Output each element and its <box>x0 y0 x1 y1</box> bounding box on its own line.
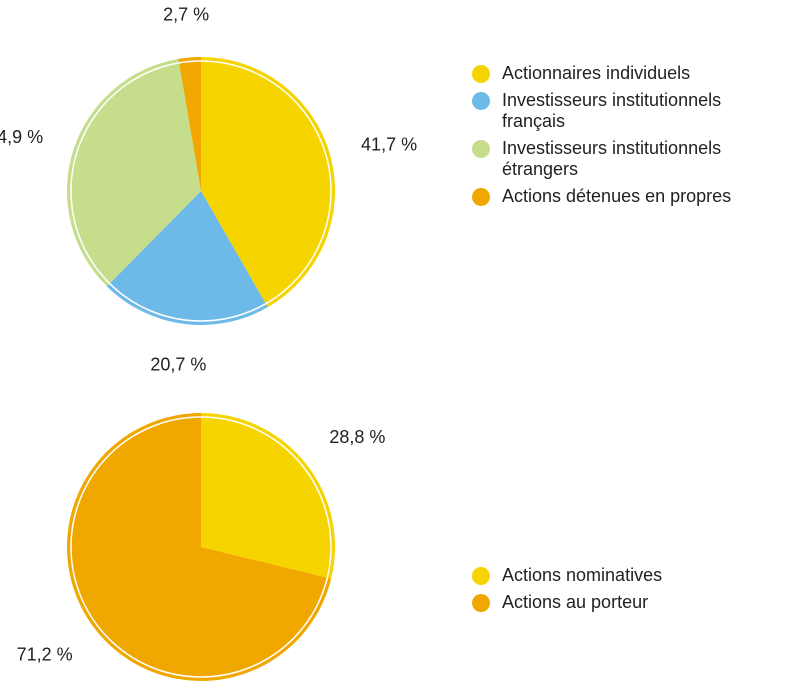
legend: Actionnaires individuels Investisseurs in… <box>472 63 731 213</box>
legend-label: Actions au porteur <box>502 592 649 612</box>
legend-item: Investisseurs institutionnels étrangers <box>472 138 731 180</box>
legend-label: Actions détenues en propres <box>502 186 732 206</box>
legend-swatch <box>472 567 490 585</box>
legend: Actions nominatives Actions au porteur <box>472 565 662 619</box>
legend-label: Investisseurs institutionnels étrangers <box>502 138 722 179</box>
legend-swatch <box>472 188 490 206</box>
legend-swatch <box>472 140 490 158</box>
slice-label: 20,7 % <box>150 354 206 374</box>
pie-slice <box>66 413 332 681</box>
pie-slice <box>178 57 201 191</box>
legend-item: Actions détenues en propres <box>472 186 731 207</box>
slice-label: 71,2 % <box>17 644 73 664</box>
slice-label: 28,8 % <box>329 427 385 447</box>
legend-label: Investisseurs institutionnels français <box>502 90 722 131</box>
slice-label: 2,7 % <box>163 4 209 24</box>
legend-swatch <box>472 65 490 83</box>
legend-item: Investisseurs institutionnels français <box>472 90 731 132</box>
pie-slice <box>66 58 202 287</box>
legend-label: Actions nominatives <box>502 565 663 585</box>
legend-label: Actionnaires individuels <box>502 63 691 83</box>
pie-slice <box>106 191 268 325</box>
pie-slice <box>201 57 335 308</box>
legend-item: Actions nominatives <box>472 565 662 586</box>
pie-slice <box>201 413 335 579</box>
pie-rim <box>70 416 332 678</box>
legend-swatch <box>472 594 490 612</box>
slice-label: 41,7 % <box>361 134 417 154</box>
legend-swatch <box>472 92 490 110</box>
legend-item: Actionnaires individuels <box>472 63 731 84</box>
legend-item: Actions au porteur <box>472 592 662 613</box>
pie-rim <box>70 60 332 322</box>
slice-label: 34,9 % <box>0 127 43 147</box>
